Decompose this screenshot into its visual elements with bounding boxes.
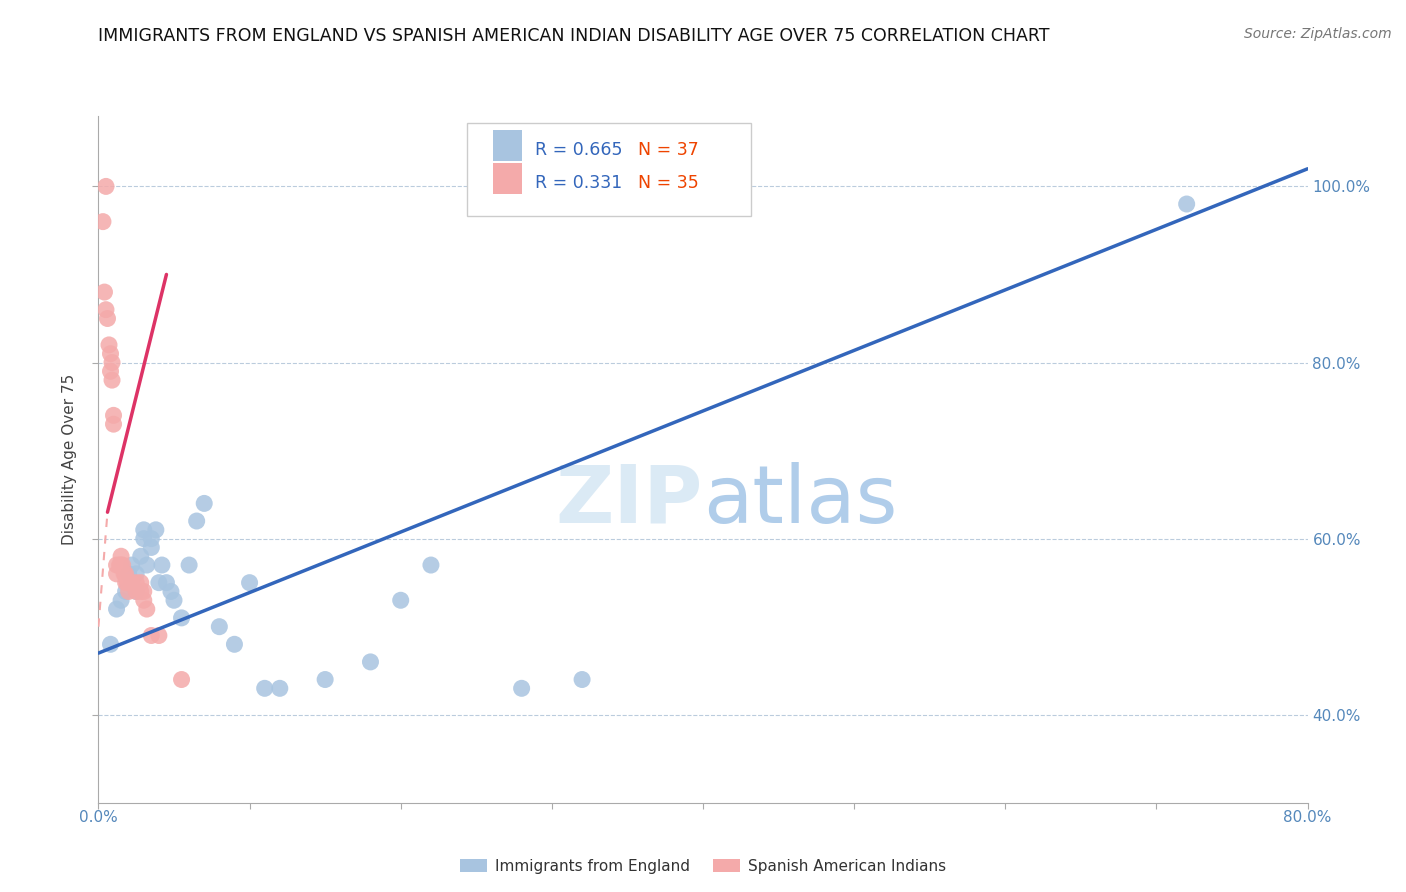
Point xyxy=(420,558,443,572)
Point xyxy=(239,575,262,590)
Point xyxy=(110,558,132,572)
Text: ZIP: ZIP xyxy=(555,461,703,540)
Point xyxy=(360,655,382,669)
Text: R = 0.665: R = 0.665 xyxy=(534,141,623,160)
Point xyxy=(160,584,183,599)
Point xyxy=(101,373,124,387)
FancyBboxPatch shape xyxy=(492,130,522,161)
Point xyxy=(118,566,141,581)
Point xyxy=(148,575,170,590)
Point xyxy=(125,575,148,590)
Point xyxy=(141,532,163,546)
Point xyxy=(108,558,131,572)
Point xyxy=(98,338,121,352)
FancyBboxPatch shape xyxy=(492,163,522,194)
FancyBboxPatch shape xyxy=(467,123,751,216)
Point xyxy=(105,566,128,581)
Point xyxy=(132,584,155,599)
Point xyxy=(132,523,155,537)
Point xyxy=(100,637,122,651)
Point xyxy=(103,417,125,432)
Point xyxy=(94,179,117,194)
Point xyxy=(129,549,152,564)
Point xyxy=(269,681,291,696)
Point xyxy=(118,584,141,599)
Point xyxy=(105,602,128,616)
Point xyxy=(150,558,173,572)
Point xyxy=(135,558,157,572)
Point xyxy=(115,575,138,590)
Point xyxy=(129,575,152,590)
Y-axis label: Disability Age Over 75: Disability Age Over 75 xyxy=(62,374,77,545)
Point xyxy=(118,575,141,590)
Point xyxy=(114,566,136,581)
Point xyxy=(224,637,246,651)
Point xyxy=(186,514,208,528)
Legend: Immigrants from England, Spanish American Indians: Immigrants from England, Spanish America… xyxy=(454,853,952,880)
Point xyxy=(132,532,155,546)
Point xyxy=(510,681,533,696)
Point xyxy=(103,409,125,423)
Point xyxy=(132,593,155,607)
Text: atlas: atlas xyxy=(703,461,897,540)
Point xyxy=(100,347,122,361)
Point xyxy=(121,575,143,590)
Text: R = 0.331: R = 0.331 xyxy=(534,174,623,193)
Point xyxy=(148,628,170,642)
Text: 80.0%: 80.0% xyxy=(1284,810,1331,825)
Point xyxy=(94,302,117,317)
Text: 0.0%: 0.0% xyxy=(79,810,118,825)
Point xyxy=(125,584,148,599)
Point xyxy=(314,673,336,687)
Point xyxy=(125,584,148,599)
Point xyxy=(125,566,148,581)
Point xyxy=(112,566,135,581)
Point xyxy=(110,549,132,564)
Point xyxy=(135,602,157,616)
Point xyxy=(96,311,118,326)
Point xyxy=(101,355,124,369)
Point xyxy=(145,523,167,537)
Point xyxy=(208,620,231,634)
Point xyxy=(111,558,134,572)
Point xyxy=(170,611,193,625)
Point xyxy=(114,575,136,590)
Point xyxy=(170,673,193,687)
Point xyxy=(114,584,136,599)
Point xyxy=(389,593,412,607)
Point xyxy=(141,628,163,642)
Point xyxy=(253,681,276,696)
Point xyxy=(121,558,143,572)
Point xyxy=(129,584,152,599)
Point xyxy=(1175,197,1198,211)
Point xyxy=(105,558,128,572)
Point xyxy=(163,593,186,607)
Point xyxy=(193,496,215,510)
Text: IMMIGRANTS FROM ENGLAND VS SPANISH AMERICAN INDIAN DISABILITY AGE OVER 75 CORREL: IMMIGRANTS FROM ENGLAND VS SPANISH AMERI… xyxy=(98,27,1050,45)
Text: N = 37: N = 37 xyxy=(638,141,699,160)
Point xyxy=(179,558,201,572)
Point xyxy=(110,593,132,607)
Text: Source: ZipAtlas.com: Source: ZipAtlas.com xyxy=(1244,27,1392,41)
Point xyxy=(121,575,143,590)
Text: N = 35: N = 35 xyxy=(638,174,699,193)
Point xyxy=(91,214,114,228)
Point xyxy=(571,673,593,687)
Point xyxy=(100,364,122,378)
Point xyxy=(141,541,163,555)
Point xyxy=(93,285,115,299)
Point xyxy=(155,575,177,590)
